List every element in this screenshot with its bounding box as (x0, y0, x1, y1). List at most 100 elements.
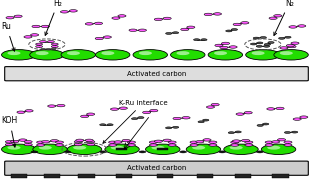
Circle shape (203, 139, 211, 141)
Circle shape (17, 111, 25, 113)
Circle shape (46, 48, 51, 50)
Text: Activated carbon: Activated carbon (127, 71, 186, 77)
Circle shape (246, 50, 280, 60)
Circle shape (291, 42, 299, 44)
Circle shape (133, 50, 167, 60)
Circle shape (151, 146, 165, 150)
Circle shape (149, 144, 157, 146)
Circle shape (264, 43, 270, 45)
Circle shape (48, 40, 54, 43)
Circle shape (48, 105, 56, 107)
Circle shape (231, 141, 239, 143)
Bar (116, 148, 127, 150)
Circle shape (285, 36, 291, 38)
Circle shape (31, 151, 38, 153)
Circle shape (139, 51, 152, 55)
Circle shape (55, 144, 64, 146)
Circle shape (168, 141, 176, 143)
Text: H₂: H₂ (45, 0, 62, 35)
Circle shape (245, 141, 253, 143)
Circle shape (107, 124, 113, 126)
Circle shape (146, 144, 180, 155)
Circle shape (87, 141, 95, 143)
Circle shape (80, 115, 89, 118)
Text: Activated carbon: Activated carbon (127, 165, 186, 171)
Circle shape (138, 117, 144, 119)
Circle shape (150, 109, 158, 112)
Circle shape (260, 37, 266, 39)
Circle shape (51, 46, 58, 48)
FancyBboxPatch shape (5, 67, 308, 81)
Circle shape (257, 125, 263, 126)
Circle shape (8, 51, 21, 55)
Circle shape (39, 146, 52, 150)
Circle shape (208, 50, 243, 60)
Circle shape (274, 15, 282, 17)
Circle shape (67, 51, 80, 55)
Circle shape (230, 146, 243, 150)
Circle shape (245, 144, 253, 146)
Circle shape (31, 34, 39, 36)
Circle shape (265, 144, 273, 146)
Circle shape (231, 29, 238, 30)
Circle shape (19, 139, 27, 141)
Circle shape (36, 51, 49, 55)
Circle shape (131, 118, 138, 120)
Circle shape (228, 132, 234, 134)
Circle shape (95, 22, 103, 25)
Circle shape (267, 108, 275, 110)
Circle shape (173, 117, 181, 120)
Circle shape (127, 144, 136, 146)
Circle shape (87, 143, 95, 146)
Circle shape (61, 50, 95, 60)
Circle shape (163, 17, 171, 20)
Circle shape (112, 17, 120, 19)
Circle shape (261, 144, 296, 155)
Circle shape (253, 37, 259, 39)
Circle shape (2, 50, 36, 60)
Circle shape (267, 146, 280, 150)
Circle shape (256, 45, 262, 47)
Circle shape (298, 25, 306, 27)
Circle shape (67, 144, 102, 155)
Circle shape (204, 13, 212, 16)
Circle shape (172, 126, 179, 128)
Circle shape (263, 45, 269, 47)
Circle shape (24, 143, 32, 146)
Circle shape (138, 29, 146, 32)
Circle shape (149, 141, 157, 143)
Circle shape (37, 141, 45, 143)
Circle shape (192, 146, 205, 150)
Circle shape (24, 141, 32, 143)
Circle shape (181, 28, 189, 31)
Circle shape (73, 146, 86, 150)
Text: KOH: KOH (2, 116, 18, 147)
Circle shape (280, 51, 293, 55)
Circle shape (172, 32, 179, 34)
Bar (197, 174, 213, 178)
Circle shape (64, 151, 71, 153)
Circle shape (74, 141, 82, 143)
Circle shape (114, 141, 122, 143)
Circle shape (207, 106, 215, 108)
Circle shape (288, 45, 296, 48)
Bar (235, 174, 251, 178)
Circle shape (241, 22, 249, 24)
Circle shape (279, 37, 285, 39)
Bar (156, 174, 173, 178)
Circle shape (154, 140, 162, 143)
Circle shape (105, 144, 139, 155)
Circle shape (95, 50, 130, 60)
Circle shape (190, 141, 198, 143)
Circle shape (233, 23, 241, 26)
Circle shape (201, 39, 207, 41)
Circle shape (110, 108, 119, 110)
Circle shape (69, 10, 77, 12)
Circle shape (25, 110, 33, 112)
Circle shape (37, 144, 45, 146)
Circle shape (14, 15, 22, 18)
Circle shape (101, 51, 115, 55)
Circle shape (119, 107, 127, 109)
Circle shape (163, 139, 171, 142)
Circle shape (11, 140, 19, 143)
